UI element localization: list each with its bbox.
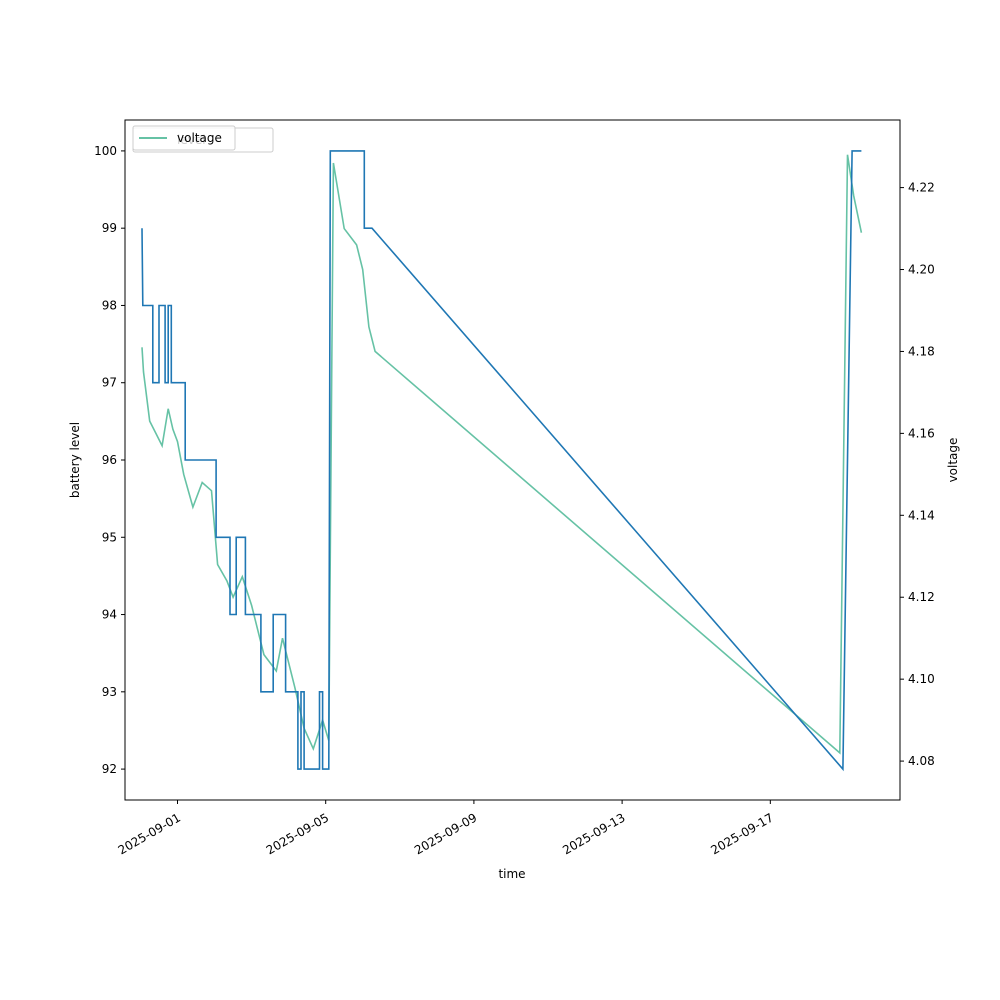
y-right-axis-title: voltage xyxy=(946,438,960,483)
series-layer xyxy=(141,150,863,772)
y-right-tick-label: 4.18 xyxy=(908,344,935,358)
y-right-tick-label: 4.16 xyxy=(908,426,935,440)
y-left-tick-label: 100 xyxy=(94,144,117,158)
y-left-axis-title: battery level xyxy=(68,422,82,498)
y-left-tick-label: 93 xyxy=(102,685,117,699)
y-axis-right: 4.08 4.10 4.12 4.14 4.16 4.18 4.20 4.22 xyxy=(900,181,935,768)
y-right-tick-label: 4.20 xyxy=(908,263,935,277)
y-right-tick-label: 4.22 xyxy=(908,181,935,195)
x-axis-title: time xyxy=(498,867,525,881)
y-right-tick-label: 4.10 xyxy=(908,672,935,686)
legend-voltage: voltage xyxy=(132,125,236,151)
y-right-tick-label: 4.14 xyxy=(908,508,935,522)
y-left-tick-label: 95 xyxy=(102,530,117,544)
y-right-tick-label: 4.08 xyxy=(908,754,935,768)
legend-voltage-box xyxy=(132,125,236,151)
y-left-tick-label: 92 xyxy=(102,762,117,776)
y-left-tick-label: 96 xyxy=(102,453,117,467)
y-left-tick-label: 94 xyxy=(102,608,117,622)
series-line-voltage xyxy=(141,154,863,755)
y-axis-left: 92 93 94 95 96 97 98 99 100 xyxy=(94,144,125,776)
y-left-tick-label: 97 xyxy=(102,376,117,390)
y-left-tick-label: 98 xyxy=(102,298,117,312)
y-right-tick-label: 4.12 xyxy=(908,590,935,604)
series-line-level xyxy=(141,150,862,772)
legend-voltage-label: voltage xyxy=(177,131,222,145)
y-left-tick-label: 99 xyxy=(102,221,117,235)
